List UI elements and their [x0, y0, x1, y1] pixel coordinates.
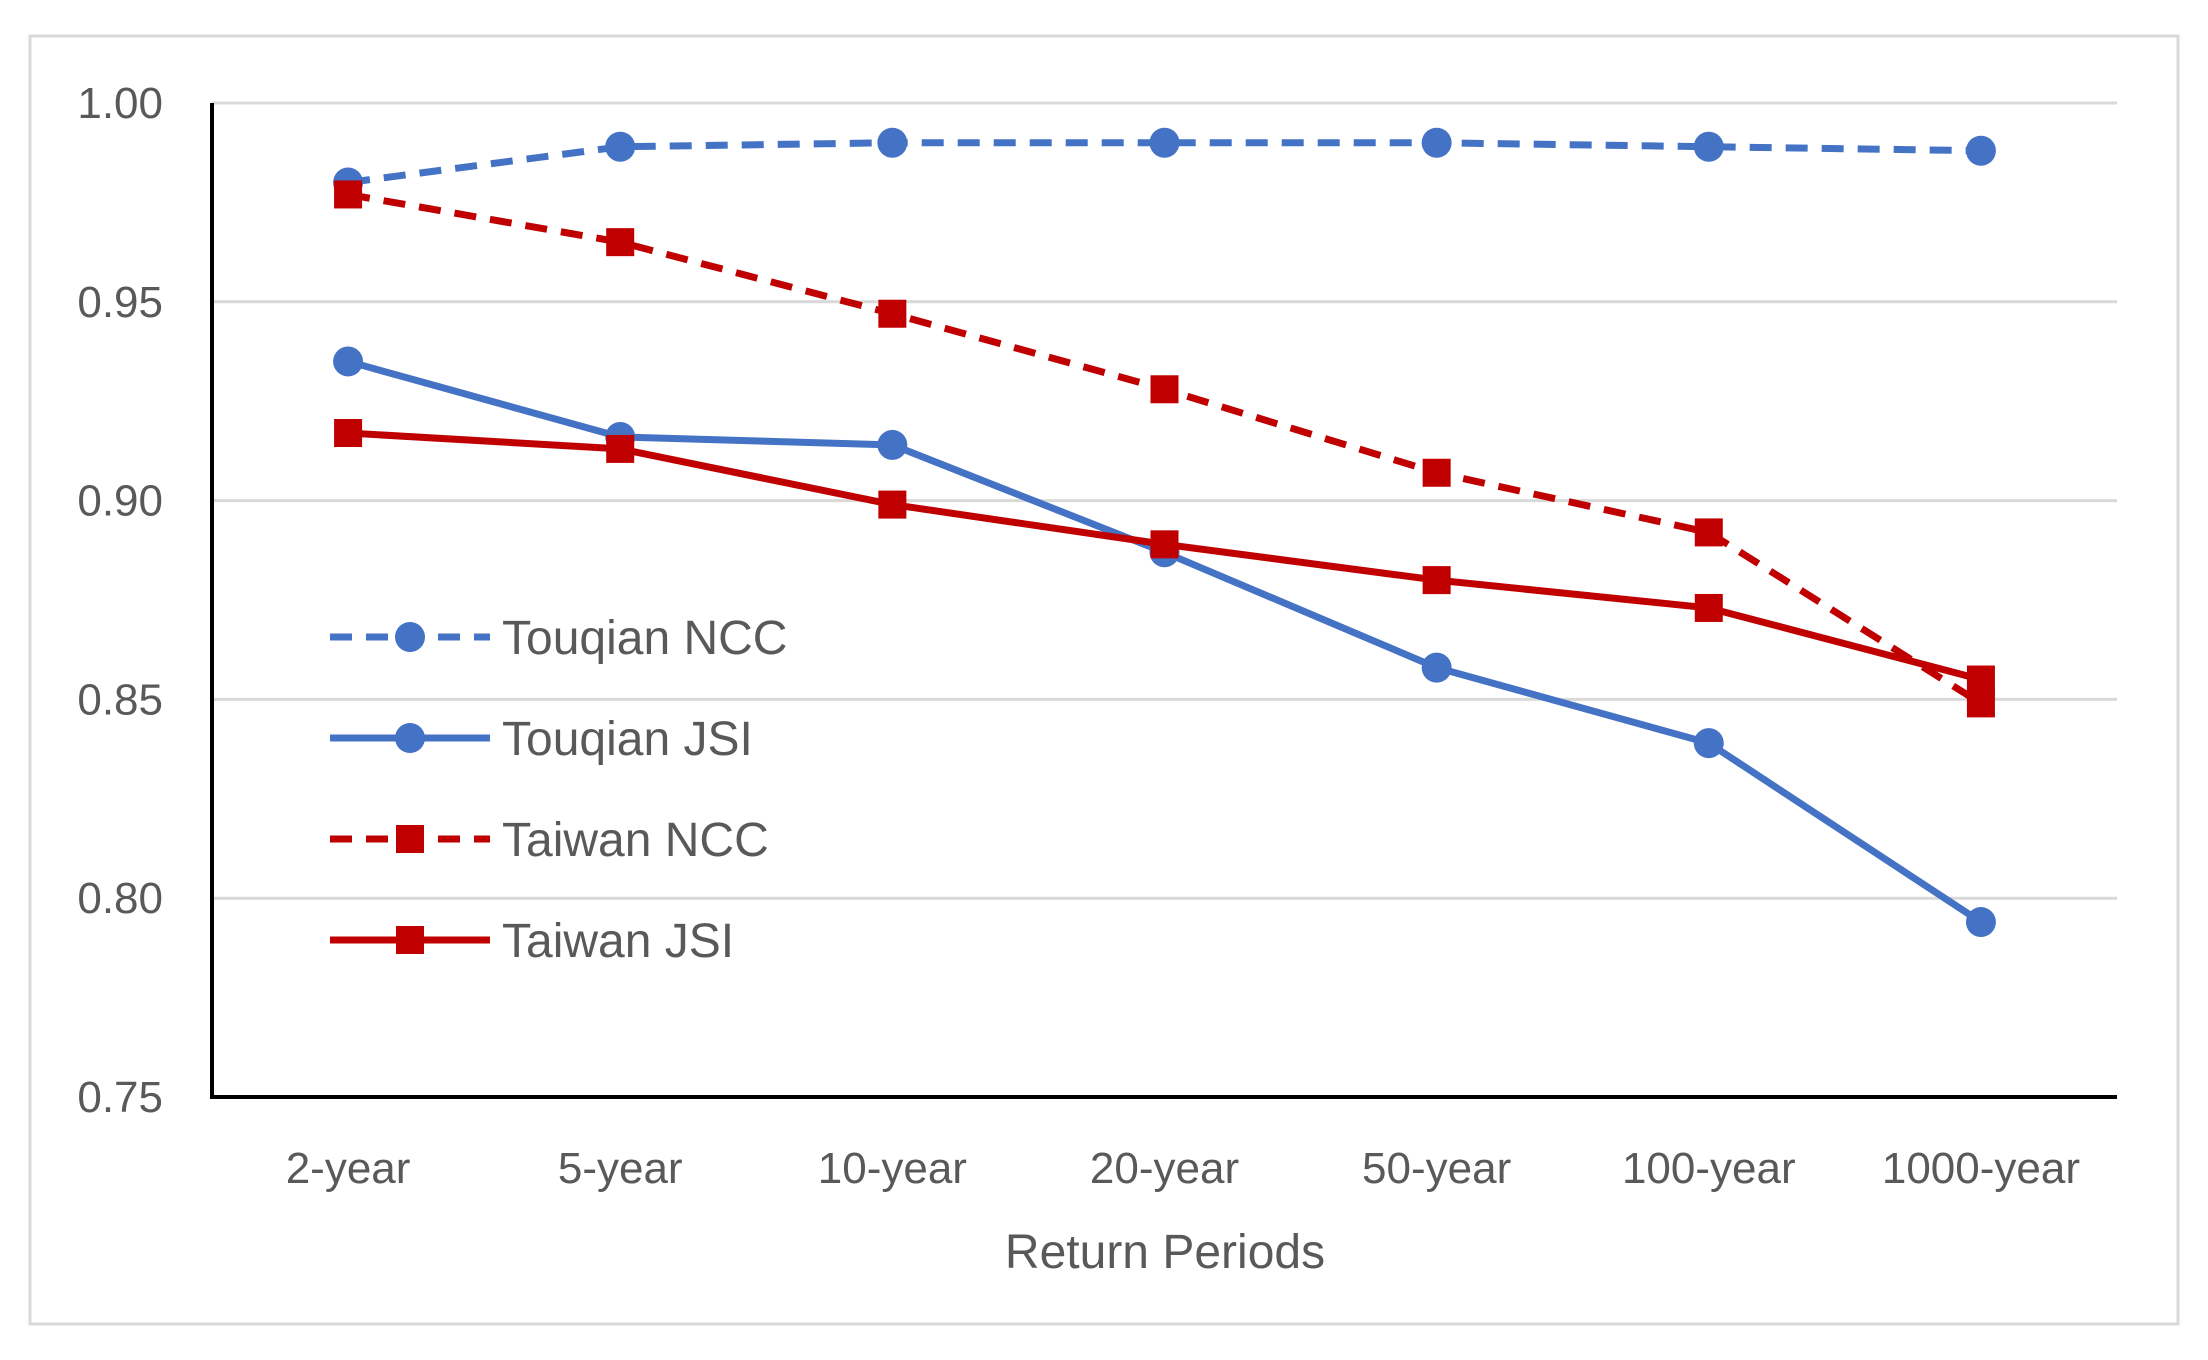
legend-label: Touqian JSI: [502, 713, 753, 766]
data-point-marker: [334, 180, 363, 209]
legend-entry: Taiwan JSI: [330, 915, 734, 968]
legend-marker: [395, 723, 425, 753]
legend-entry: Taiwan NCC: [330, 814, 769, 867]
x-tick-label: 10-year: [818, 1144, 967, 1193]
x-tick-label: 20-year: [1090, 1144, 1239, 1193]
data-point-marker: [1693, 131, 1724, 162]
data-point-marker: [1422, 458, 1451, 487]
y-tick-label: 1.00: [77, 79, 163, 128]
y-tick-label: 0.95: [77, 278, 163, 327]
series-lines: [333, 127, 1996, 938]
x-tick-label: 50-year: [1362, 1144, 1511, 1193]
data-point-marker: [877, 127, 908, 158]
data-point-marker: [1965, 907, 1996, 938]
data-point-marker: [1422, 566, 1451, 595]
legend-marker: [396, 926, 424, 954]
chart-frame: [28, 34, 2180, 1326]
data-point-marker: [606, 434, 635, 463]
data-point-marker: [1966, 665, 1995, 694]
x-axis-title: Return Periods: [1005, 1226, 1325, 1279]
data-point-marker: [1421, 652, 1452, 683]
data-point-marker: [878, 490, 907, 519]
data-point-marker: [605, 131, 636, 162]
data-point-marker: [606, 228, 635, 257]
series-taiwan-jsi: [334, 419, 1995, 694]
legend-marker: [395, 622, 425, 652]
axes: [210, 103, 2117, 1099]
x-tick-label: 100-year: [1622, 1144, 1796, 1193]
series-taiwan-ncc: [334, 180, 1995, 718]
data-point-marker: [1694, 593, 1723, 622]
data-point-marker: [1693, 728, 1724, 759]
x-tick-label: 5-year: [558, 1144, 683, 1193]
legend: Touqian NCC Touqian JSI Taiwan NCC Taiwan J…: [330, 612, 787, 968]
data-point-marker: [333, 346, 364, 377]
data-point-marker: [878, 299, 907, 328]
legend-label: Touqian NCC: [502, 612, 787, 665]
y-tick-labels: 0.75 0.80 0.85 0.90 0.95 1.00: [77, 79, 163, 1122]
legend-entry: Touqian JSI: [330, 713, 753, 766]
data-point-marker: [1965, 135, 1996, 166]
data-point-marker: [1966, 689, 1995, 718]
x-tick-label: 2-year: [286, 1144, 411, 1193]
y-tick-label: 0.80: [77, 874, 163, 923]
y-tick-label: 0.85: [77, 675, 163, 724]
x-tick-labels: 2-year 5-year 10-year 20-year 50-year 100-yea…: [286, 1144, 2080, 1193]
legend-entry: Touqian NCC: [330, 612, 787, 665]
x-tick-label: 1000-year: [1882, 1144, 2080, 1193]
data-point-marker: [334, 419, 363, 448]
data-point-marker: [877, 429, 908, 460]
gridlines: [212, 101, 2117, 900]
y-tick-label: 0.90: [77, 477, 163, 526]
legend-marker: [396, 825, 424, 853]
y-tick-label: 0.75: [77, 1073, 163, 1122]
legend-label: Taiwan JSI: [502, 915, 734, 968]
legend-label: Taiwan NCC: [502, 814, 769, 867]
data-point-marker: [1150, 375, 1179, 404]
data-point-marker: [1150, 530, 1179, 559]
data-point-marker: [1149, 127, 1180, 158]
data-point-marker: [1694, 518, 1723, 547]
data-point-marker: [1421, 127, 1452, 158]
